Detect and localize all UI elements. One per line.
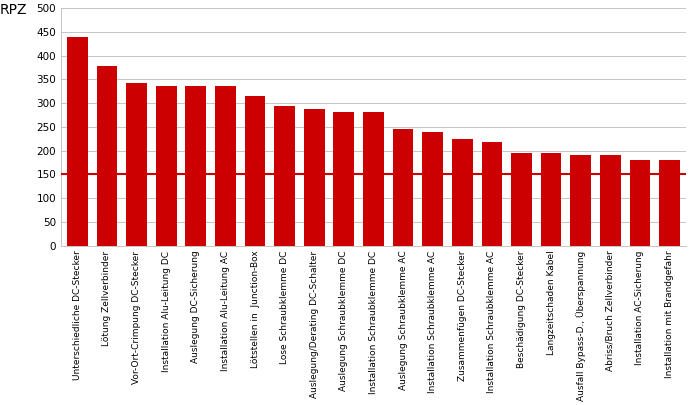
Bar: [600, 154, 621, 246]
Bar: [422, 132, 443, 246]
Bar: [629, 160, 650, 246]
Bar: [245, 96, 266, 246]
Bar: [571, 154, 591, 246]
Bar: [215, 86, 236, 246]
Bar: [126, 83, 147, 246]
Bar: [363, 112, 384, 246]
Bar: [511, 153, 532, 246]
Bar: [333, 112, 354, 246]
Bar: [393, 129, 413, 246]
Bar: [67, 37, 88, 246]
Bar: [156, 86, 177, 246]
Bar: [186, 86, 206, 246]
Y-axis label: RPZ: RPZ: [0, 3, 27, 17]
Bar: [452, 139, 473, 246]
Bar: [541, 153, 562, 246]
Bar: [304, 109, 324, 246]
Bar: [274, 106, 295, 246]
Bar: [97, 66, 117, 246]
Bar: [482, 142, 502, 246]
Bar: [659, 160, 680, 246]
